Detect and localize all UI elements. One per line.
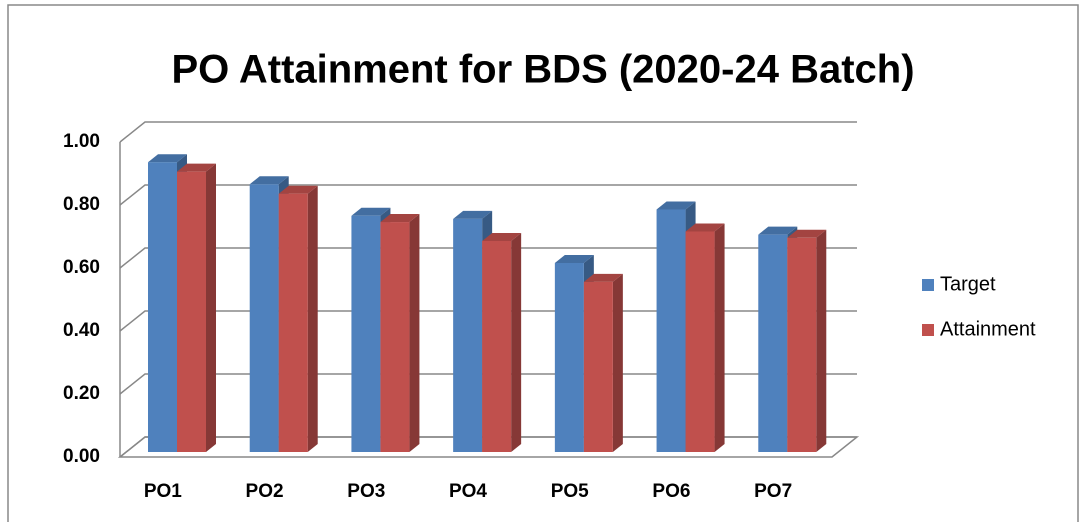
bar [758, 234, 788, 452]
bar [685, 231, 715, 452]
bar [482, 240, 512, 452]
y-tick-label: 1.00 [63, 131, 100, 152]
x-tick-label: PO5 [551, 481, 589, 502]
legend-label: Target [940, 273, 996, 295]
x-tick-label: PO1 [144, 481, 182, 502]
bar-side [612, 273, 623, 452]
y-tick-label: 0.80 [63, 194, 100, 215]
bar-top [249, 176, 289, 185]
chart-title: PO Attainment for BDS (2020-24 Batch) [171, 48, 914, 92]
y-tick-label: 0.40 [63, 320, 100, 341]
y-tick-label: 0.60 [63, 257, 100, 278]
x-tick-label: PO3 [347, 481, 385, 502]
x-tick-label: PO7 [754, 481, 792, 502]
bar [278, 193, 308, 452]
bar [554, 263, 584, 452]
bar-top [278, 185, 318, 194]
bar-side [816, 229, 827, 452]
bar-top [583, 273, 623, 282]
y-tick-label: 0.20 [63, 383, 100, 404]
bar [380, 222, 410, 452]
bar-top [656, 201, 696, 210]
bar-top [758, 226, 798, 235]
y-tick-label: 0.00 [63, 446, 100, 467]
grid-line [119, 121, 857, 143]
bar [583, 281, 613, 452]
bar [787, 237, 817, 452]
bar-side [409, 214, 420, 452]
x-tick-label: PO2 [246, 481, 284, 502]
bar-side [714, 223, 725, 452]
legend-label: Attainment [940, 318, 1036, 340]
bar-top [453, 210, 493, 219]
legend-swatch [922, 324, 934, 336]
bar [249, 184, 279, 452]
bar [656, 209, 686, 452]
bar [351, 215, 381, 452]
bar-top [554, 255, 594, 263]
bar-side [206, 163, 216, 452]
bar-top [148, 154, 187, 163]
bar-top [380, 214, 420, 223]
bar-side [307, 185, 318, 452]
bar-top [177, 163, 216, 172]
bar-top [482, 232, 522, 241]
bar-top [351, 207, 391, 216]
bar-side [511, 232, 522, 452]
bar [148, 162, 177, 452]
x-tick-label: PO4 [449, 481, 487, 502]
bar [177, 171, 206, 452]
bar-top [787, 229, 827, 238]
bar-top [685, 223, 725, 232]
x-tick-label: PO6 [652, 481, 690, 502]
legend-swatch [922, 279, 934, 291]
grid-line [119, 247, 857, 269]
grid-line [119, 184, 857, 206]
bar [453, 218, 483, 452]
